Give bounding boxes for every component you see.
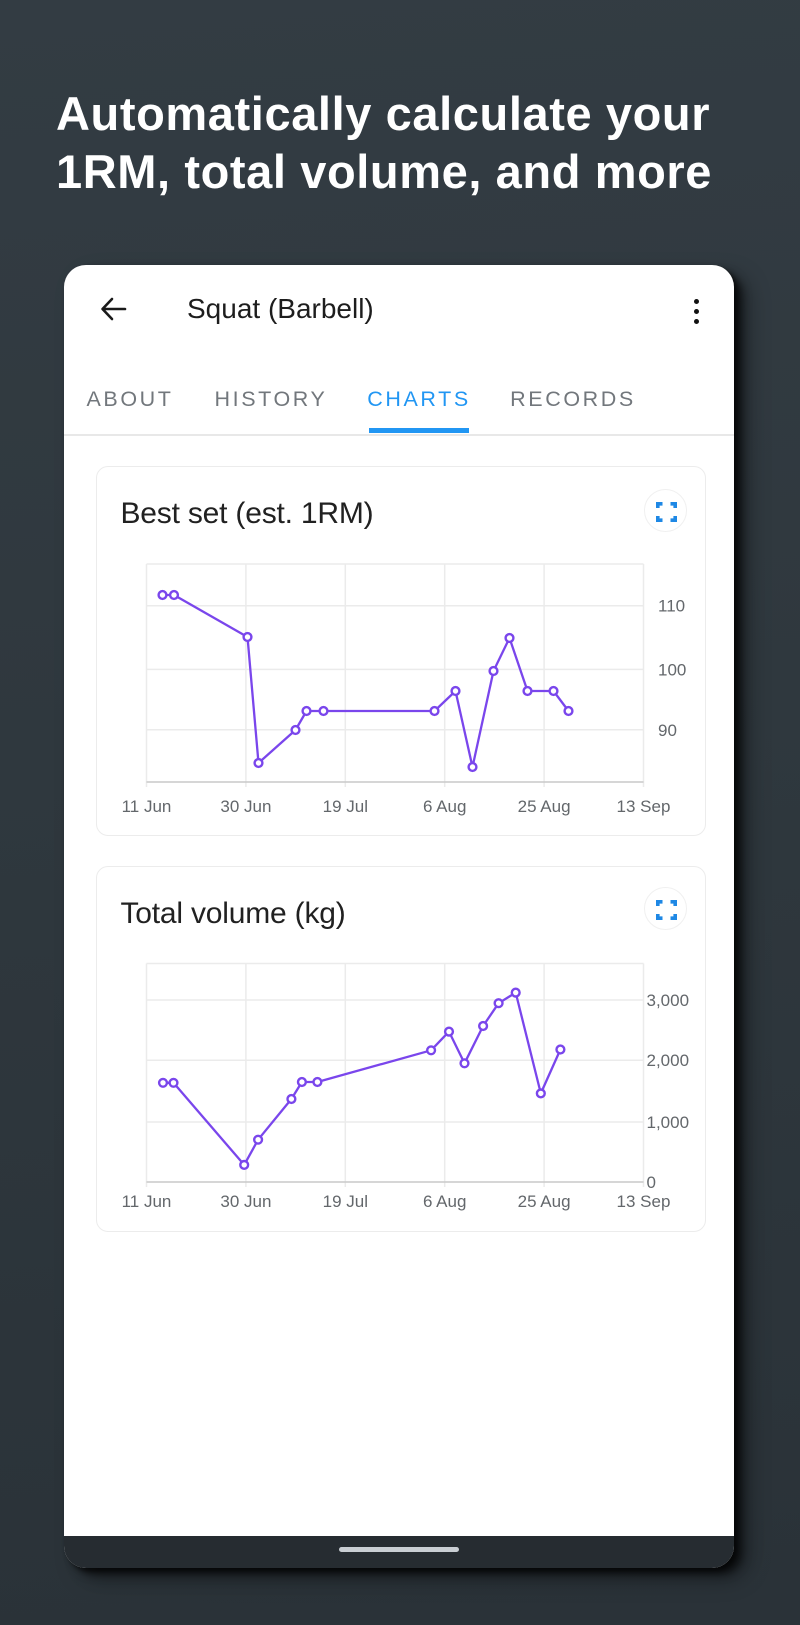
svg-text:30 Jun: 30 Jun: [220, 1192, 271, 1211]
svg-text:3,000: 3,000: [646, 991, 689, 1010]
svg-text:19 Jul: 19 Jul: [322, 797, 367, 816]
svg-text:25 Aug: 25 Aug: [517, 1192, 570, 1211]
svg-text:1,000: 1,000: [646, 1113, 689, 1132]
svg-text:0: 0: [646, 1173, 655, 1192]
svg-text:90: 90: [658, 721, 677, 740]
svg-text:2,000: 2,000: [646, 1051, 689, 1070]
svg-text:110: 110: [658, 597, 685, 616]
svg-text:11 Jun: 11 Jun: [121, 797, 171, 816]
svg-text:6 Aug: 6 Aug: [422, 1192, 466, 1211]
svg-text:13 Sep: 13 Sep: [616, 1192, 670, 1211]
svg-text:30 Jun: 30 Jun: [220, 797, 271, 816]
svg-text:19 Jul: 19 Jul: [322, 1192, 367, 1211]
svg-text:11 Jun: 11 Jun: [121, 1192, 171, 1211]
svg-text:25 Aug: 25 Aug: [517, 797, 570, 816]
svg-text:100: 100: [658, 660, 686, 679]
svg-text:13 Sep: 13 Sep: [616, 797, 670, 816]
svg-text:6 Aug: 6 Aug: [422, 797, 466, 816]
